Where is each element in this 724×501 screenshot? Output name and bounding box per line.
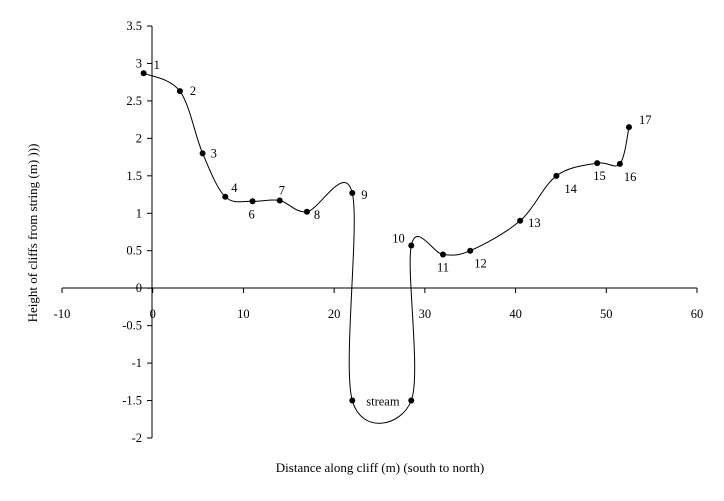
- x-tick-label: 10: [237, 307, 250, 321]
- x-tick-label: 50: [600, 307, 613, 321]
- data-point-label: 6: [249, 207, 255, 221]
- y-tick-label: -2: [132, 431, 142, 445]
- y-tick-label: 2.5: [126, 94, 142, 108]
- data-point-label: 1: [154, 58, 160, 72]
- x-tick-label: 60: [691, 307, 704, 321]
- data-point-label: 8: [314, 208, 320, 222]
- series-line-cliff-profile: [143, 72, 630, 424]
- x-tick-label: 20: [328, 307, 341, 321]
- y-tick-label: 0: [136, 281, 142, 295]
- data-point-label: 11: [437, 260, 449, 274]
- data-point-label: 13: [528, 216, 541, 230]
- data-point: [553, 172, 560, 179]
- data-point: [276, 197, 283, 204]
- data-point-label: 12: [474, 257, 487, 271]
- x-tick-label: 0: [150, 307, 156, 321]
- y-ticks: 3.5 3 2.5 2 1.5 1 0.5 0 -0.5 -1 -1.5 -2: [122, 19, 152, 445]
- data-point: [140, 70, 147, 77]
- data-point: [222, 193, 229, 200]
- data-point-label: 4: [231, 181, 238, 195]
- data-point: [349, 397, 356, 404]
- x-ticks: -10 0 10 20 30 40 50 60: [54, 288, 704, 321]
- data-point: [249, 198, 256, 205]
- y-tick-label: 3.5: [126, 19, 142, 33]
- data-point-label: 9: [361, 188, 367, 202]
- data-point-label: 10: [392, 231, 405, 245]
- data-point: [517, 217, 524, 224]
- x-tick-label: -10: [54, 307, 71, 321]
- data-point: [625, 124, 632, 131]
- data-point-label: 16: [624, 170, 637, 184]
- data-point: [176, 88, 183, 95]
- x-tick-label: 30: [419, 307, 432, 321]
- y-tick-label: 1.5: [126, 169, 142, 183]
- data-point: [467, 247, 474, 254]
- data-point-label: 17: [639, 113, 652, 127]
- data-point: [408, 397, 415, 404]
- data-point-label: 3: [211, 146, 217, 160]
- data-point-label: stream: [366, 395, 400, 409]
- y-tick-label: 3: [136, 56, 142, 70]
- data-point: [408, 242, 415, 249]
- y-tick-label: 0.5: [126, 244, 142, 258]
- x-tick-label: 40: [509, 307, 522, 321]
- data-point-label: 15: [593, 169, 606, 183]
- data-point: [303, 208, 310, 215]
- data-points: [140, 70, 632, 404]
- data-point: [594, 160, 601, 167]
- data-point: [199, 150, 206, 157]
- data-point-label: 7: [279, 184, 285, 198]
- y-tick-label: 1: [136, 206, 142, 220]
- data-point: [440, 251, 446, 258]
- y-tick-label: 2: [136, 131, 142, 145]
- y-tick-label: -0.5: [122, 319, 142, 333]
- y-axis-title: Height of cliffs from string (m) ))): [25, 144, 40, 323]
- y-tick-label: -1.5: [122, 394, 142, 408]
- y-tick-label: -1: [132, 356, 142, 370]
- data-point-label: 2: [190, 84, 196, 98]
- data-point: [616, 160, 623, 167]
- data-point-label: 14: [564, 182, 577, 196]
- x-axis-title: Distance along cliff (m) (south to north…: [276, 460, 484, 475]
- axes: 3.5 3 2.5 2 1.5 1 0.5 0 -0.5 -1 -1.5 -2 -10 0 10 20 30 4…: [54, 19, 704, 445]
- data-point: [349, 190, 356, 197]
